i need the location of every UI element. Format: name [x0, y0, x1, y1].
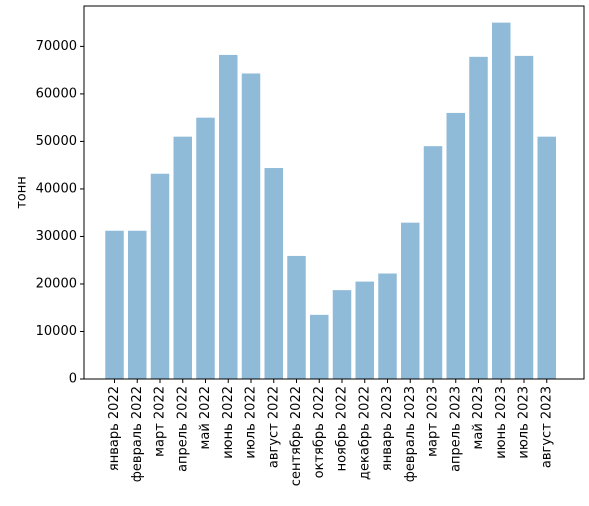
bar — [287, 255, 306, 379]
y-tick-label: 50000 — [36, 134, 77, 149]
x-tick-label: июль 2023 — [517, 386, 532, 459]
bar — [355, 281, 374, 379]
bar — [219, 54, 238, 379]
bar — [264, 168, 283, 379]
x-tick-label: апрель 2023 — [448, 386, 463, 472]
y-tick-label: 0 — [69, 372, 77, 387]
x-tick-label: январь 2022 — [107, 386, 122, 471]
y-axis-ticks: 0 10000 20000 30000 40000 50000 60000 70000 — [36, 39, 84, 387]
y-tick-label: 30000 — [36, 229, 77, 244]
x-tick-label: октябрь 2022 — [312, 386, 327, 478]
x-tick-label: март 2022 — [153, 386, 168, 457]
x-tick-label: январь 2023 — [380, 386, 395, 471]
x-tick-label: ноябрь 2022 — [335, 386, 350, 471]
bar — [332, 290, 352, 379]
x-tick-label: апрель 2022 — [175, 386, 190, 472]
x-axis-ticks: январь 2022 февраль 2022 март 2022 апрель 2… — [107, 379, 554, 486]
x-tick-label: март 2023 — [426, 386, 441, 457]
x-tick-label: май 2023 — [471, 386, 486, 449]
bar — [446, 112, 465, 379]
x-tick-label: июнь 2022 — [221, 386, 236, 459]
x-tick-label: август 2022 — [266, 386, 281, 468]
bar — [241, 73, 261, 380]
y-axis-label: тонн — [15, 176, 30, 209]
x-tick-label: февраль 2022 — [130, 386, 145, 482]
plot-frame — [83, 5, 585, 380]
bar — [423, 146, 443, 379]
y-tick-label: 60000 — [36, 86, 77, 101]
bar — [310, 314, 329, 379]
bar — [378, 273, 397, 379]
x-tick-label: июнь 2023 — [494, 386, 509, 459]
x-tick-label: июль 2022 — [244, 386, 259, 459]
bar — [150, 173, 170, 379]
bar — [128, 230, 147, 379]
bar — [173, 136, 192, 379]
bar — [105, 230, 124, 379]
x-tick-label: сентябрь 2022 — [289, 386, 304, 486]
bar — [401, 222, 420, 379]
bar — [537, 136, 556, 379]
y-tick-label: 70000 — [36, 39, 77, 54]
bars-group — [105, 22, 556, 380]
x-tick-label: февраль 2023 — [403, 386, 418, 482]
x-tick-label: август 2023 — [539, 386, 554, 468]
y-tick-label: 10000 — [36, 324, 77, 339]
bar — [492, 22, 511, 379]
bar — [469, 56, 488, 379]
y-tick-label: 40000 — [36, 181, 77, 196]
x-tick-label: декабрь 2022 — [357, 386, 372, 480]
y-tick-label: 20000 — [36, 276, 77, 291]
bar — [196, 117, 215, 380]
x-tick-label: май 2022 — [198, 386, 213, 449]
bar — [514, 55, 534, 379]
